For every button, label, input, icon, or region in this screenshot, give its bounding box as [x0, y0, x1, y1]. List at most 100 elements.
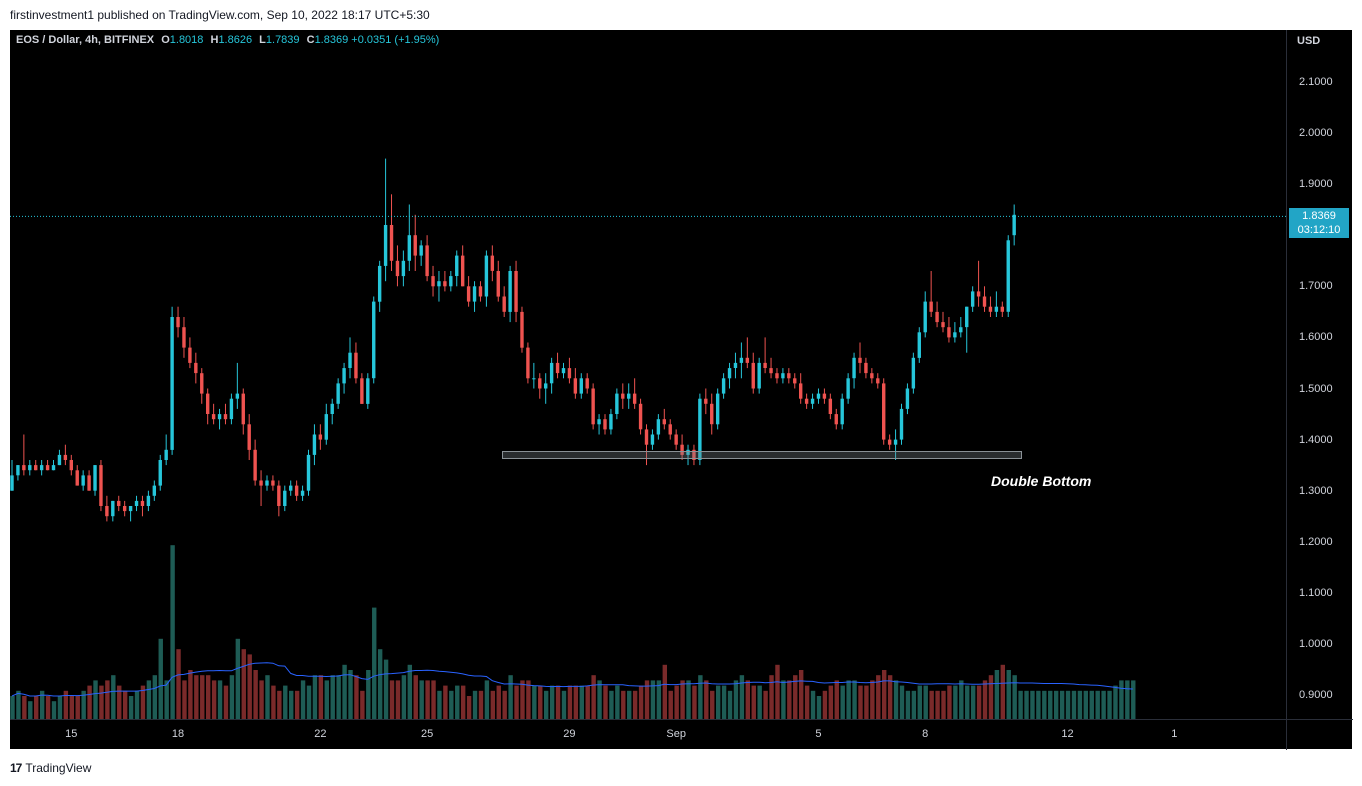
volume-bar: [555, 685, 561, 719]
candle-body: [229, 398, 234, 420]
volume-bar: [828, 685, 834, 719]
candle-body: [87, 475, 91, 491]
candle-body: [893, 439, 898, 445]
volume-bar: [1077, 690, 1083, 719]
candle-body: [194, 362, 198, 374]
candle-body: [484, 255, 489, 297]
candle-body: [277, 485, 281, 506]
candle-body: [561, 368, 566, 374]
candle-body: [1000, 306, 1005, 312]
volume-bar: [579, 685, 584, 719]
volume-bar: [182, 680, 187, 719]
volume-bar: [229, 675, 235, 719]
currency-label: USD: [1297, 35, 1321, 47]
tradingview-logo[interactable]: 17 TradingView: [10, 761, 91, 775]
candle-body: [182, 327, 186, 348]
double-bottom-annotation[interactable]: Double Bottom: [991, 473, 1092, 489]
volume-bar: [988, 675, 994, 719]
candle-body: [585, 378, 589, 389]
candle-body: [419, 245, 423, 256]
candle-body: [443, 281, 447, 287]
volume-bar: [852, 680, 857, 719]
volume-bar: [57, 696, 63, 719]
volume-bar: [686, 680, 691, 719]
candle-body: [360, 378, 364, 404]
candle-body: [342, 368, 346, 384]
bar-countdown: 03:12:10: [1297, 224, 1341, 237]
volume-bar: [627, 690, 632, 719]
volume-bar: [953, 685, 958, 719]
volume-bar: [882, 670, 887, 719]
candle-body: [63, 454, 68, 460]
chart-frame[interactable]: Double Bottom EOS / Dollar, 4h, BITFINEX…: [10, 30, 1353, 750]
candle-body: [306, 454, 311, 491]
volume-bar: [300, 680, 306, 719]
volume-bar: [864, 685, 869, 719]
volume-bar: [330, 675, 335, 719]
volume-bar: [941, 690, 946, 719]
volume-bar: [840, 685, 845, 719]
volume-bar: [10, 696, 15, 719]
volume-bar: [959, 680, 964, 719]
volume-bar: [1095, 690, 1100, 719]
candle-body: [45, 465, 50, 471]
volume-bar: [217, 680, 223, 719]
candle-body: [39, 465, 44, 471]
candle-body: [965, 306, 969, 328]
volume-bar: [81, 690, 86, 719]
volume-bar: [1006, 670, 1011, 719]
candle-body: [988, 306, 993, 312]
volume-bar: [164, 680, 169, 719]
volume-bar: [544, 690, 549, 719]
volume-bar: [111, 675, 116, 719]
volume-bar: [16, 690, 21, 719]
candlestick-plot[interactable]: [10, 30, 1286, 719]
volume-bar: [401, 675, 407, 719]
candle-body: [425, 245, 429, 277]
candle-body: [188, 347, 192, 363]
volume-bar: [781, 680, 786, 719]
candle-body: [223, 414, 228, 420]
candle-body: [449, 276, 453, 287]
volume-bar: [692, 685, 697, 719]
candle-body: [294, 485, 299, 496]
candle-body: [508, 271, 512, 312]
volume-bar: [146, 680, 152, 719]
support-zone-rectangle[interactable]: [502, 450, 1023, 459]
plot-area[interactable]: Double Bottom EOS / Dollar, 4h, BITFINEX…: [10, 30, 1286, 719]
symbol-legend[interactable]: EOS / Dollar, 4h, BITFINEX O1.8018 H1.86…: [16, 34, 439, 46]
legend-symbol: EOS / Dollar, 4h, BITFINEX: [16, 34, 155, 46]
price-tick-label: 0.9000: [1299, 689, 1333, 702]
price-axis[interactable]: USD 2.10002.00001.90001.80001.70001.6000…: [1286, 30, 1353, 719]
volume-bar: [757, 685, 762, 719]
volume-bar: [1125, 680, 1130, 719]
legend-open-label: O: [161, 34, 170, 46]
volume-bar: [1101, 690, 1106, 719]
volume-bar: [917, 685, 922, 719]
candle-body: [490, 255, 495, 271]
candle-body: [793, 378, 797, 384]
volume-bar: [294, 690, 300, 719]
axis-corner: [1286, 719, 1353, 750]
volume-bar: [188, 670, 193, 719]
candle-body: [887, 439, 892, 445]
candle-body: [787, 373, 791, 379]
candle-body: [941, 322, 945, 328]
candle-body: [858, 357, 862, 363]
candle-body: [710, 403, 714, 425]
volume-bar: [1113, 685, 1118, 719]
volume-bar: [567, 685, 573, 719]
candle-body: [621, 393, 625, 399]
volume-bar: [360, 690, 365, 719]
volume-bar: [965, 685, 970, 719]
volume-bar: [947, 685, 952, 719]
time-axis[interactable]: 15 18 22 25 29 Sep 5 8 12 1: [10, 719, 1286, 750]
candle-body: [834, 414, 838, 425]
candle-body: [609, 414, 613, 430]
volume-bar: [745, 680, 751, 719]
candle-body: [692, 449, 696, 460]
volume-bar: [324, 680, 329, 719]
legend-high-label: H: [210, 34, 219, 46]
time-tick-label: 1: [1171, 728, 1178, 740]
volume-bar: [721, 685, 727, 719]
